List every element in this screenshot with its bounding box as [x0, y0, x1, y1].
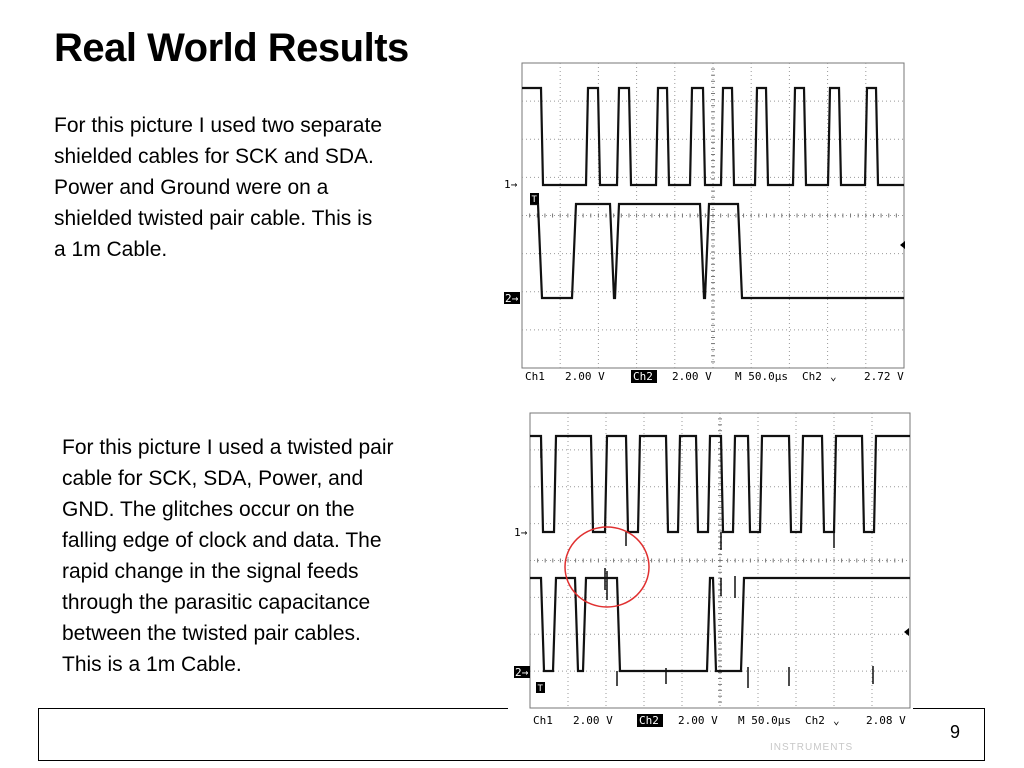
text-line: This is a 1m Cable. [62, 653, 242, 676]
readout-ch2-highlight [631, 370, 657, 383]
trigger-marker-label: T [538, 684, 544, 694]
text-line: shielded twisted pair cable. This is [54, 207, 373, 230]
paragraph-separate-cables: For this picture I used two separate shi… [54, 110, 474, 265]
text-line: through the parasitic capacitance [62, 591, 371, 614]
text-line: cable for SCK, SDA, Power, and [62, 467, 364, 490]
footer-faint-text: INSTRUMENTS [770, 742, 854, 753]
ch1-ground-marker: 1→ [504, 178, 518, 191]
trigger-level-arrow [900, 241, 905, 249]
readout-trigger-source: Ch2 [802, 370, 822, 383]
readout-ch1: Ch1 [525, 370, 545, 383]
ch2-marker-box [504, 292, 520, 304]
ch1-trace [530, 434, 910, 534]
readout-trigger-level: 2.08 V [866, 714, 906, 727]
page-number: 9 [950, 722, 961, 742]
readout-ch2-scale: 2.00 V [672, 370, 712, 383]
text-line: a 1m Cable. [54, 238, 168, 261]
readout-ch2-scale: 2.00 V [678, 714, 718, 727]
readout-ch2-highlight [637, 714, 663, 727]
readout-ch1-scale: 2.00 V [565, 370, 605, 383]
trigger-position-marker [536, 682, 545, 693]
readout-timebase: M 50.0µs [735, 370, 788, 383]
glitch-highlight-circle [564, 526, 650, 608]
text-line: Power and Ground were on a [54, 176, 329, 199]
readout-ch1: Ch1 [533, 714, 553, 727]
text-line: shielded cables for SCK and SDA. [54, 145, 374, 168]
oscilloscope-capture-2: 1→ 2→ T Ch1 2.00 V Ch2 2.00 V M 50.0µs C… [508, 408, 913, 730]
readout-ch2: Ch2 [639, 714, 659, 727]
paragraph-twisted-pair: For this picture I used a twisted pair c… [62, 432, 482, 680]
scope-grid [521, 62, 905, 369]
readout-trigger-level: 2.72 V [864, 370, 904, 383]
scope-1-svg: 1→ 2→ T Ch1 2.00 V Ch2 2.00 V M 50.0µs C… [504, 62, 905, 383]
ch2-trace [530, 202, 904, 300]
text-line: GND. The glitches occur on the [62, 498, 355, 521]
trigger-level-arrow [904, 628, 909, 636]
glitch-spikes [540, 440, 874, 688]
text-line: falling edge of clock and data. The [62, 529, 382, 552]
scope-grid [529, 412, 911, 709]
readout-trigger-slope: ⌄ [830, 370, 837, 383]
ch1-trace [522, 86, 904, 187]
ch1-ground-marker: 1→ [514, 526, 528, 539]
text-line: rapid change in the signal feeds [62, 560, 359, 583]
slide-title: Real World Results [54, 26, 409, 70]
ch2-ground-marker: 2→ [505, 292, 519, 305]
ch2-ground-marker: 2→ [515, 666, 529, 679]
oscilloscope-capture-1: 1→ 2→ T Ch1 2.00 V Ch2 2.00 V M 50.0µs C… [500, 58, 910, 388]
readout-trigger-slope: ⌄ [833, 714, 840, 727]
readout-ch1-scale: 2.00 V [573, 714, 613, 727]
readout-trigger-source: Ch2 [805, 714, 825, 727]
readout-timebase: M 50.0µs [738, 714, 791, 727]
trigger-position-marker [530, 193, 539, 204]
text-line: between the twisted pair cables. [62, 622, 361, 645]
text-line: For this picture I used a twisted pair [62, 436, 394, 459]
text-line: For this picture I used two separate [54, 114, 382, 137]
trigger-marker-label: T [532, 195, 538, 205]
ch2-trace [530, 576, 910, 673]
ch2-marker-box [514, 666, 530, 678]
scope-2-svg: 1→ 2→ T Ch1 2.00 V Ch2 2.00 V M 50.0µs C… [514, 412, 911, 727]
readout-ch2: Ch2 [633, 370, 653, 383]
